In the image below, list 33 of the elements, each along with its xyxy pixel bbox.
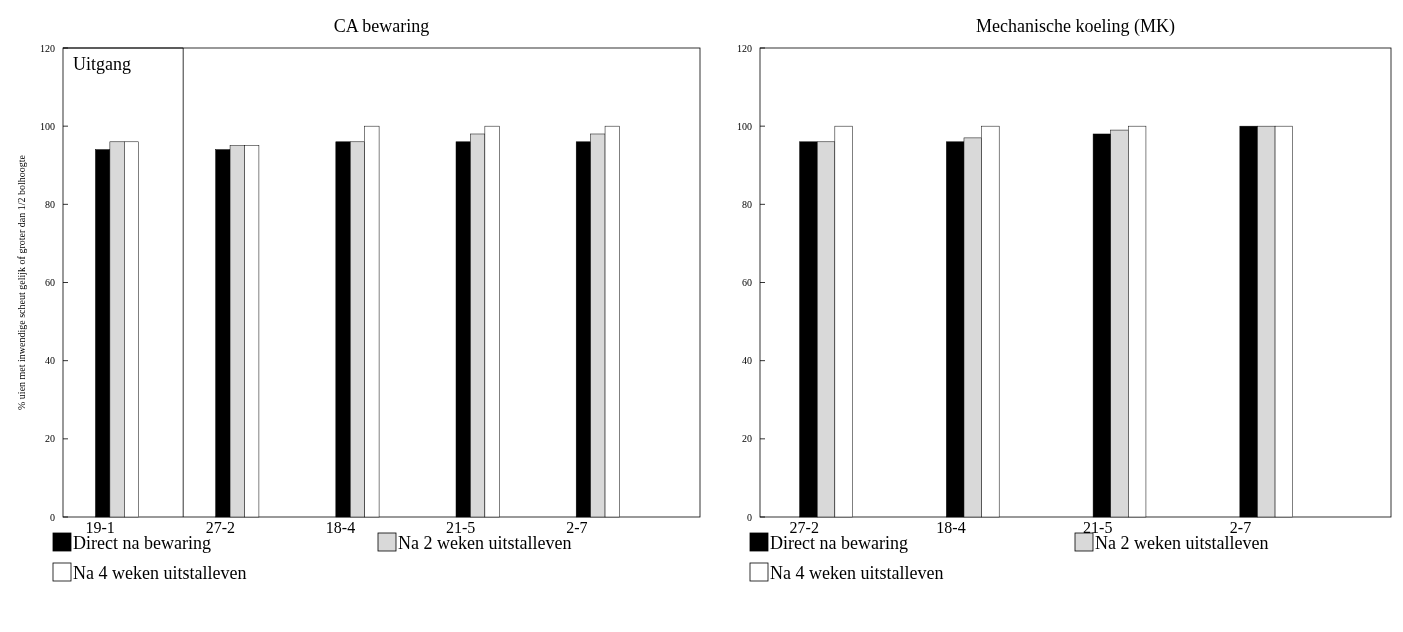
annotation: Uitgang — [73, 54, 131, 74]
legend-label: Na 4 weken uitstalleven — [770, 563, 944, 583]
y-tick-label: 60 — [45, 277, 55, 288]
x-tick-label: 27-2 — [789, 519, 819, 536]
legend-label: Na 2 weken uitstalleven — [1095, 533, 1269, 553]
x-tick-label: 2-7 — [566, 519, 588, 536]
y-tick-label: 60 — [742, 277, 752, 288]
x-tick-label: 18-4 — [325, 519, 356, 536]
x-tick-label: 18-4 — [936, 519, 966, 536]
y-axis-title: % uien met inwendige scheut gelijk of groter dan 1/2 bolhoogte — [16, 154, 27, 410]
legend-label: Direct na bewaring — [770, 533, 908, 553]
y-tick-label: 40 — [45, 355, 55, 367]
x-tick-label: 27-2 — [205, 519, 235, 536]
x-tick-label: 21-5 — [1083, 519, 1113, 536]
y-tick-label: 0 — [747, 511, 752, 523]
y-tick-label: 100 — [40, 120, 55, 132]
y-tick-label: 120 — [40, 42, 55, 54]
x-tick-label: 21-5 — [446, 519, 476, 536]
x-tick-label: 19-1 — [85, 519, 115, 536]
y-tick-label: 80 — [45, 198, 55, 210]
x-tick-label: 2-7 — [1229, 519, 1252, 536]
legend-label: Na 4 weken uitstalleven — [73, 563, 247, 583]
y-tick-label: 40 — [742, 355, 752, 367]
y-tick-label: 0 — [50, 511, 55, 523]
y-tick-label: 20 — [742, 433, 752, 445]
y-tick-label: 100 — [737, 120, 752, 132]
y-tick-label: 80 — [742, 198, 752, 210]
chart-title: CA bewaring — [333, 16, 430, 36]
legend-label: Direct na bewaring — [73, 533, 211, 553]
y-tick-label: 20 — [45, 433, 55, 445]
chart-title: Mechanische koeling (MK) — [976, 16, 1175, 37]
y-tick-label: 120 — [737, 42, 752, 54]
legend-label: Na 2 weken uitstalleven — [398, 533, 572, 553]
